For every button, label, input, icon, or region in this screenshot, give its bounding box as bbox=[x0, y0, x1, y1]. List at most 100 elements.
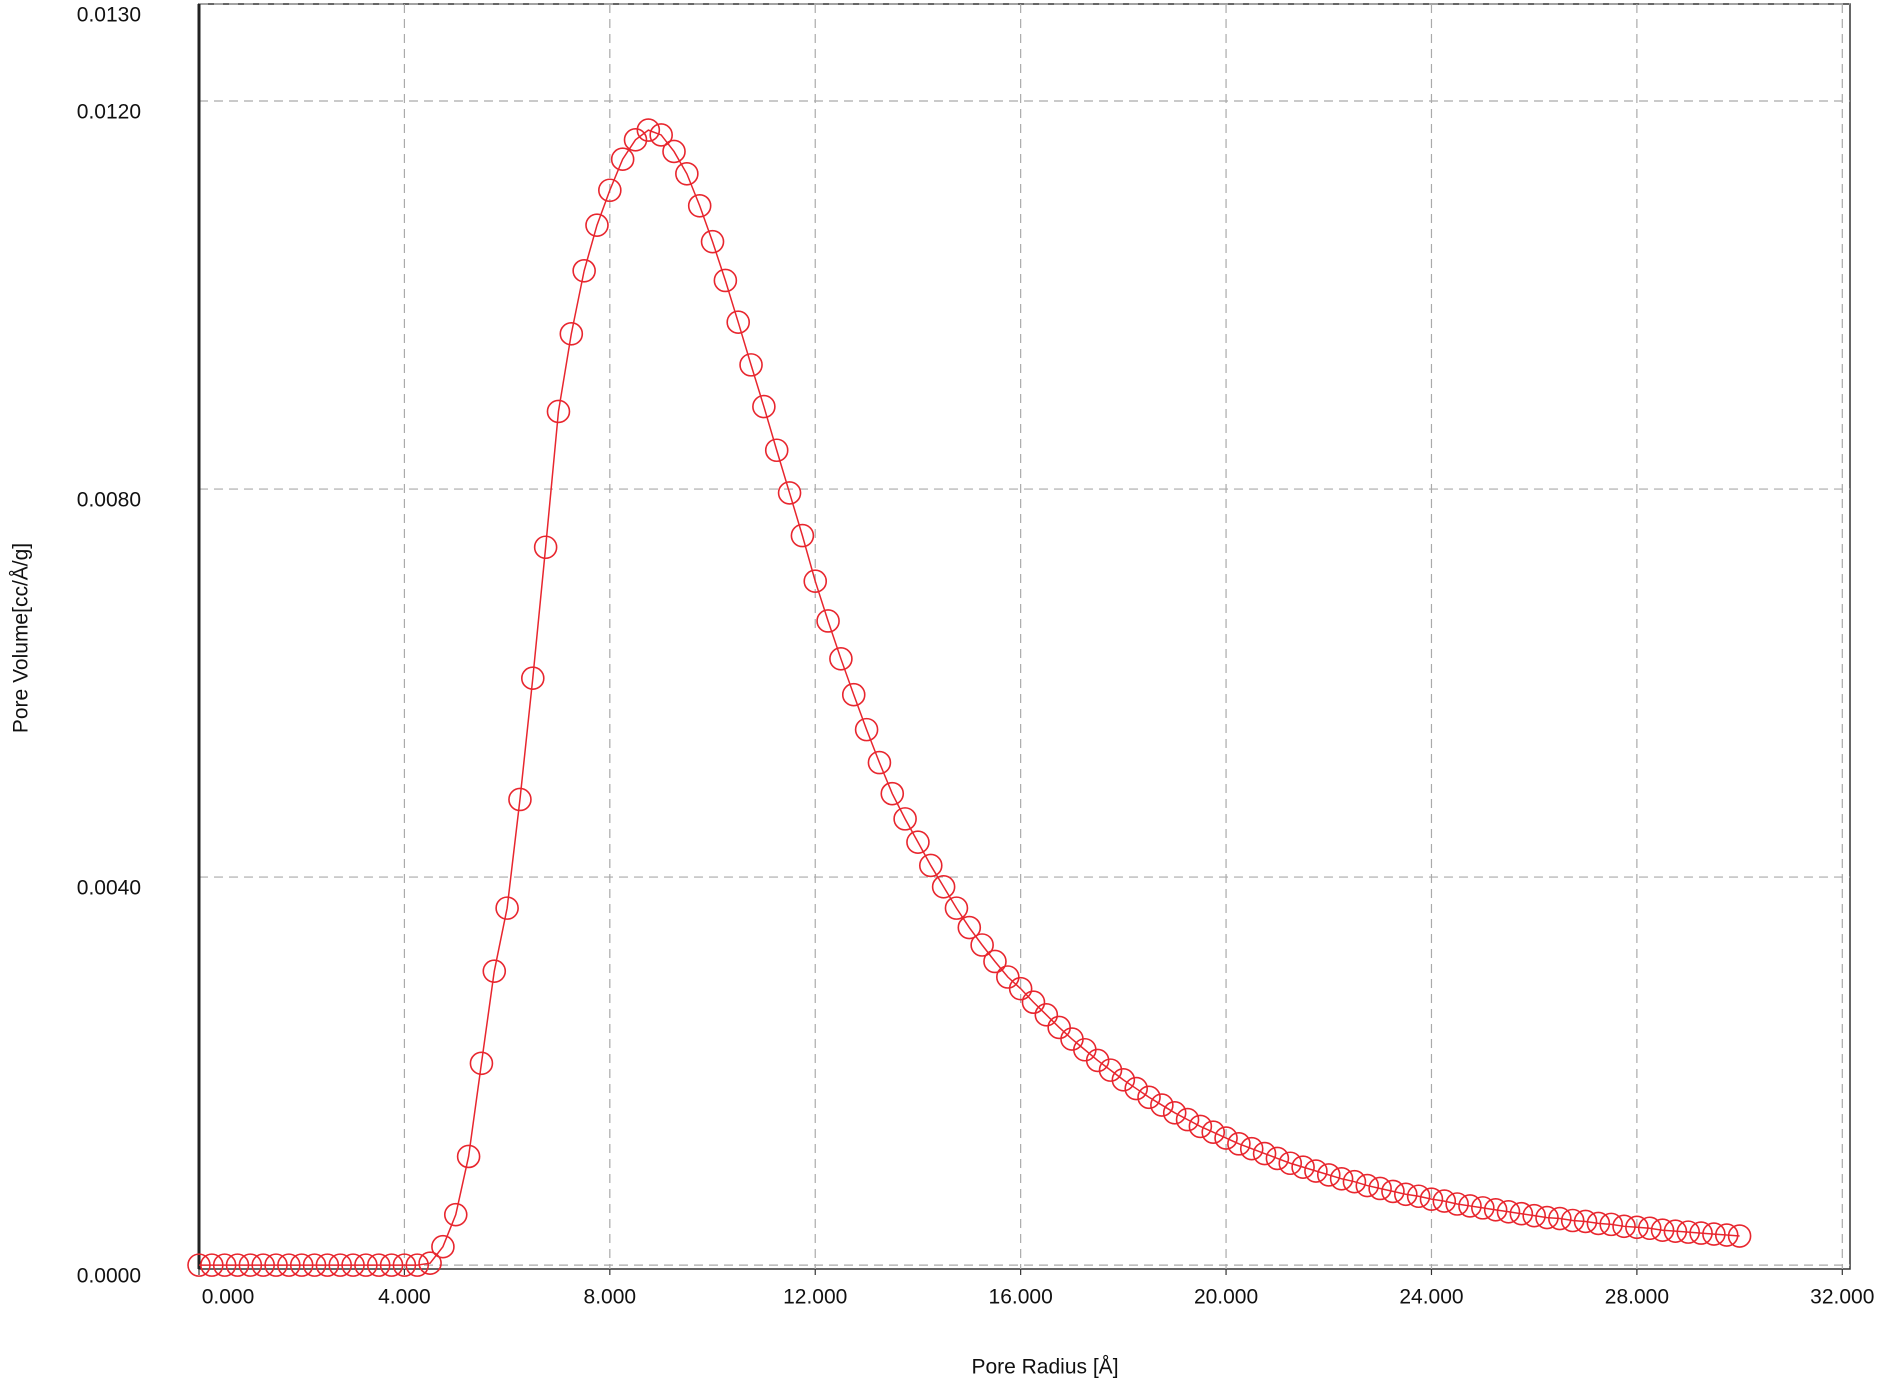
data-point bbox=[1265, 1146, 1290, 1171]
x-tick-label: 12.000 bbox=[783, 1286, 847, 1309]
data-point bbox=[1483, 1198, 1508, 1222]
data-point bbox=[1021, 990, 1046, 1015]
data-point bbox=[906, 830, 930, 854]
data-point bbox=[1406, 1184, 1431, 1209]
data-point bbox=[687, 193, 712, 218]
data-point bbox=[251, 1253, 275, 1277]
y-tick-label: 0.0080 bbox=[77, 489, 141, 512]
data-point bbox=[1393, 1182, 1418, 1207]
y-tick-label: 0.0000 bbox=[77, 1265, 141, 1288]
data-point bbox=[315, 1253, 340, 1277]
data-point bbox=[1612, 1214, 1636, 1239]
data-point bbox=[726, 310, 751, 334]
data-point bbox=[212, 1253, 237, 1277]
data-point bbox=[264, 1253, 288, 1277]
data-point bbox=[598, 178, 622, 203]
data-point bbox=[341, 1253, 365, 1277]
x-tick-label: 0.000 bbox=[202, 1286, 255, 1309]
x-axis-label: Pore Radius [Å] bbox=[971, 1356, 1118, 1379]
data-point bbox=[456, 1144, 481, 1169]
data-point bbox=[1124, 1076, 1148, 1101]
data-point bbox=[1278, 1151, 1303, 1176]
data-point bbox=[1368, 1176, 1392, 1201]
data-point bbox=[1162, 1101, 1187, 1125]
data-point bbox=[1496, 1199, 1521, 1224]
data-point bbox=[1599, 1212, 1624, 1237]
data-point bbox=[1560, 1208, 1585, 1233]
data-point bbox=[366, 1253, 391, 1277]
data-point bbox=[559, 322, 584, 346]
x-tick-label: 4.000 bbox=[378, 1286, 431, 1309]
data-point bbox=[713, 268, 738, 293]
data-point bbox=[700, 229, 725, 254]
data-point bbox=[854, 717, 879, 742]
x-tick-label: 32.000 bbox=[1810, 1286, 1874, 1309]
data-point bbox=[1188, 1114, 1213, 1139]
y-tick-label: 0.0130 bbox=[77, 4, 141, 27]
data-point bbox=[777, 481, 802, 505]
data-point bbox=[649, 123, 673, 147]
data-point bbox=[662, 139, 686, 164]
data-point bbox=[880, 781, 905, 806]
data-point bbox=[302, 1253, 327, 1277]
data-point bbox=[1304, 1159, 1328, 1183]
data-point bbox=[277, 1253, 301, 1277]
data-point bbox=[482, 959, 507, 983]
data-point bbox=[238, 1253, 263, 1277]
data-point bbox=[392, 1253, 417, 1277]
data-point bbox=[533, 535, 558, 560]
data-point bbox=[443, 1202, 468, 1227]
data-point bbox=[289, 1253, 314, 1277]
data-point bbox=[944, 896, 969, 920]
data-point bbox=[1252, 1141, 1277, 1166]
data-point bbox=[495, 896, 519, 920]
data-point bbox=[790, 523, 815, 548]
data-point bbox=[328, 1253, 353, 1277]
data-point bbox=[520, 666, 545, 691]
data-point bbox=[1471, 1196, 1495, 1220]
x-tick-label: 24.000 bbox=[1399, 1286, 1463, 1309]
data-point bbox=[1214, 1126, 1238, 1150]
data-point bbox=[508, 787, 532, 812]
data-point bbox=[1663, 1219, 1688, 1243]
data-point bbox=[752, 394, 776, 419]
data-point bbox=[816, 609, 840, 633]
data-point bbox=[1689, 1221, 1713, 1245]
data-point bbox=[1535, 1205, 1559, 1230]
data-point bbox=[469, 1051, 494, 1076]
data-point bbox=[1239, 1136, 1264, 1161]
data-point bbox=[829, 647, 853, 671]
data-point bbox=[1381, 1179, 1405, 1204]
x-tick-label: 20.000 bbox=[1194, 1286, 1258, 1309]
data-point bbox=[1227, 1132, 1251, 1156]
data-point bbox=[739, 353, 763, 377]
data-point bbox=[1316, 1163, 1341, 1187]
data-point bbox=[1458, 1194, 1482, 1218]
data-point bbox=[803, 569, 828, 594]
data-point bbox=[970, 933, 994, 957]
data-point bbox=[1637, 1216, 1662, 1241]
data-point bbox=[1342, 1169, 1367, 1194]
data-point bbox=[1419, 1187, 1444, 1211]
data-point bbox=[431, 1234, 455, 1259]
data-point bbox=[1548, 1206, 1572, 1231]
data-point bbox=[636, 118, 661, 142]
data-point bbox=[1085, 1048, 1110, 1073]
data-point bbox=[1702, 1222, 1726, 1246]
y-axis-label: Pore Volume[cc/Å/g] bbox=[10, 543, 33, 733]
data-point bbox=[1008, 976, 1033, 1001]
data-point bbox=[585, 213, 609, 237]
data-point bbox=[1432, 1189, 1457, 1213]
data-point bbox=[1111, 1068, 1136, 1092]
data-point bbox=[764, 438, 789, 463]
data-point bbox=[610, 147, 635, 172]
data-point bbox=[983, 949, 1007, 974]
data-point bbox=[957, 915, 982, 940]
x-tick-label: 28.000 bbox=[1605, 1286, 1669, 1309]
data-point bbox=[1586, 1211, 1611, 1236]
data-point bbox=[1137, 1085, 1161, 1110]
data-point bbox=[1445, 1192, 1469, 1216]
data-point bbox=[1625, 1215, 1649, 1240]
data-point bbox=[200, 1253, 224, 1277]
data-point bbox=[918, 853, 943, 878]
